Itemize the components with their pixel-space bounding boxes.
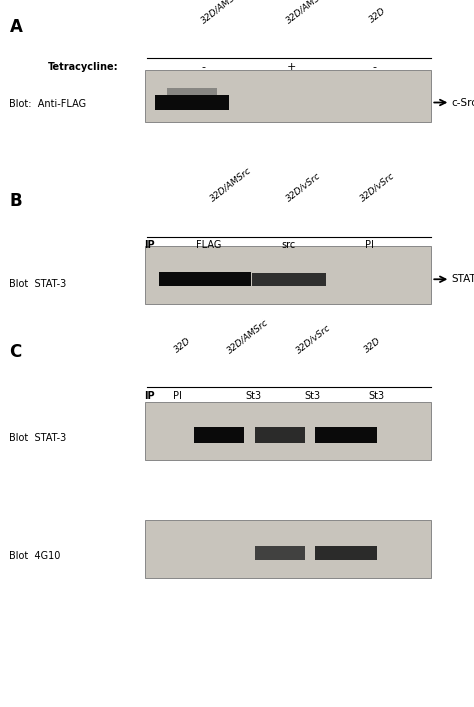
Bar — [252, 273, 326, 286]
Bar — [145, 402, 431, 460]
Text: +: + — [287, 62, 296, 72]
Text: -: - — [202, 62, 206, 72]
Text: B: B — [9, 192, 22, 210]
Bar — [167, 88, 217, 95]
Text: 32D: 32D — [367, 6, 387, 25]
Text: IP: IP — [145, 391, 155, 401]
Text: 32D/vSrc: 32D/vSrc — [284, 171, 322, 204]
Bar — [158, 272, 251, 286]
Text: 32D: 32D — [363, 337, 383, 355]
Text: src: src — [281, 240, 295, 250]
Bar — [315, 427, 377, 443]
Text: STAT-3: STAT-3 — [452, 274, 474, 284]
Text: 32D/vSrc: 32D/vSrc — [294, 322, 332, 355]
Bar — [145, 70, 431, 122]
Text: Blot  STAT-3: Blot STAT-3 — [9, 433, 67, 443]
Text: St3: St3 — [305, 391, 321, 401]
Text: 32D/AMSrc*: 32D/AMSrc* — [284, 0, 333, 25]
Text: FLAG: FLAG — [196, 240, 221, 250]
Text: 32D/AMSrc: 32D/AMSrc — [225, 317, 270, 355]
Bar — [315, 546, 377, 560]
Text: A: A — [9, 18, 22, 35]
Text: 32D: 32D — [173, 337, 193, 355]
Bar — [194, 427, 244, 443]
Text: 32D/vSrc: 32D/vSrc — [358, 171, 396, 204]
Text: IP: IP — [145, 240, 155, 250]
Text: c-Src: c-Src — [452, 98, 474, 107]
Text: St3: St3 — [246, 391, 262, 401]
Text: PI: PI — [173, 391, 182, 401]
Bar — [155, 95, 229, 110]
Bar — [255, 427, 304, 443]
Text: 32D/AMSrc: 32D/AMSrc — [199, 0, 244, 25]
Text: C: C — [9, 343, 22, 361]
Text: St3: St3 — [369, 391, 385, 401]
Text: Blot:  Anti-FLAG: Blot: Anti-FLAG — [9, 99, 87, 109]
Text: 32D/AMSrc: 32D/AMSrc — [209, 166, 253, 204]
Text: Tetracycline:: Tetracycline: — [47, 62, 118, 72]
Bar — [255, 546, 304, 560]
Bar — [145, 246, 431, 304]
Text: PI: PI — [365, 240, 374, 250]
Bar — [145, 520, 431, 578]
Text: -: - — [373, 62, 376, 72]
Text: Blot  STAT-3: Blot STAT-3 — [9, 279, 67, 289]
Text: Blot  4G10: Blot 4G10 — [9, 551, 61, 561]
